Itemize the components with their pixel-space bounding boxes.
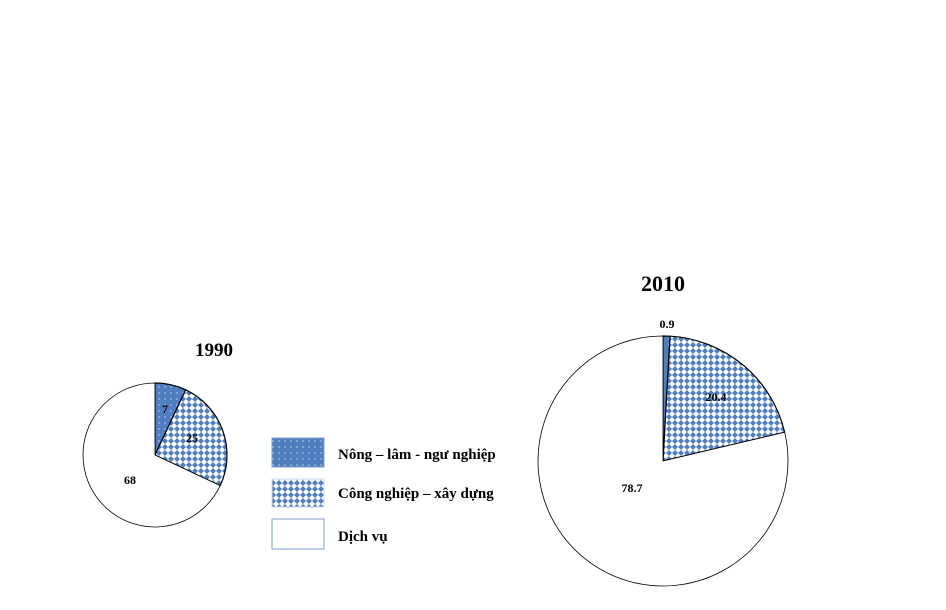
data-label-1990-agriculture: 7 bbox=[162, 402, 168, 416]
data-label-2010-industry: 20.4 bbox=[706, 390, 727, 404]
pie-2010: 2010 0.9 20.4 78.7 bbox=[537, 271, 789, 587]
pie-1990-slices bbox=[82, 382, 228, 528]
data-label-2010-service: 78.7 bbox=[622, 481, 643, 495]
legend-label-agriculture: Nông – lâm - ngư nghiệp bbox=[338, 447, 496, 463]
data-label-2010-agriculture: 0.9 bbox=[660, 317, 675, 331]
legend-label-industry: Công nghiệp – xây dựng bbox=[338, 486, 494, 502]
pie-slice-1990-service bbox=[82, 382, 221, 528]
pie-2010-slices bbox=[537, 335, 789, 587]
pie-title-1990: 1990 bbox=[195, 340, 233, 361]
pie-slice-2010-industry bbox=[662, 335, 786, 462]
data-label-1990-service: 68 bbox=[124, 473, 136, 487]
legend-swatch-agriculture bbox=[271, 437, 325, 468]
legend-swatch-industry bbox=[271, 478, 325, 508]
legend: Nông – lâm - ngư nghiệp Công nghiệp – xâ… bbox=[271, 437, 496, 550]
data-label-1990-industry: 25 bbox=[186, 431, 198, 445]
legend-swatch-service bbox=[271, 518, 325, 550]
pie-1990: 1990 7 25 68 bbox=[82, 340, 233, 528]
pie-title-2010: 2010 bbox=[641, 271, 685, 296]
pie-slice-2010-service bbox=[537, 335, 789, 587]
legend-label-service: Dịch vụ bbox=[338, 529, 388, 545]
pie-slice-1990-industry bbox=[154, 389, 228, 487]
